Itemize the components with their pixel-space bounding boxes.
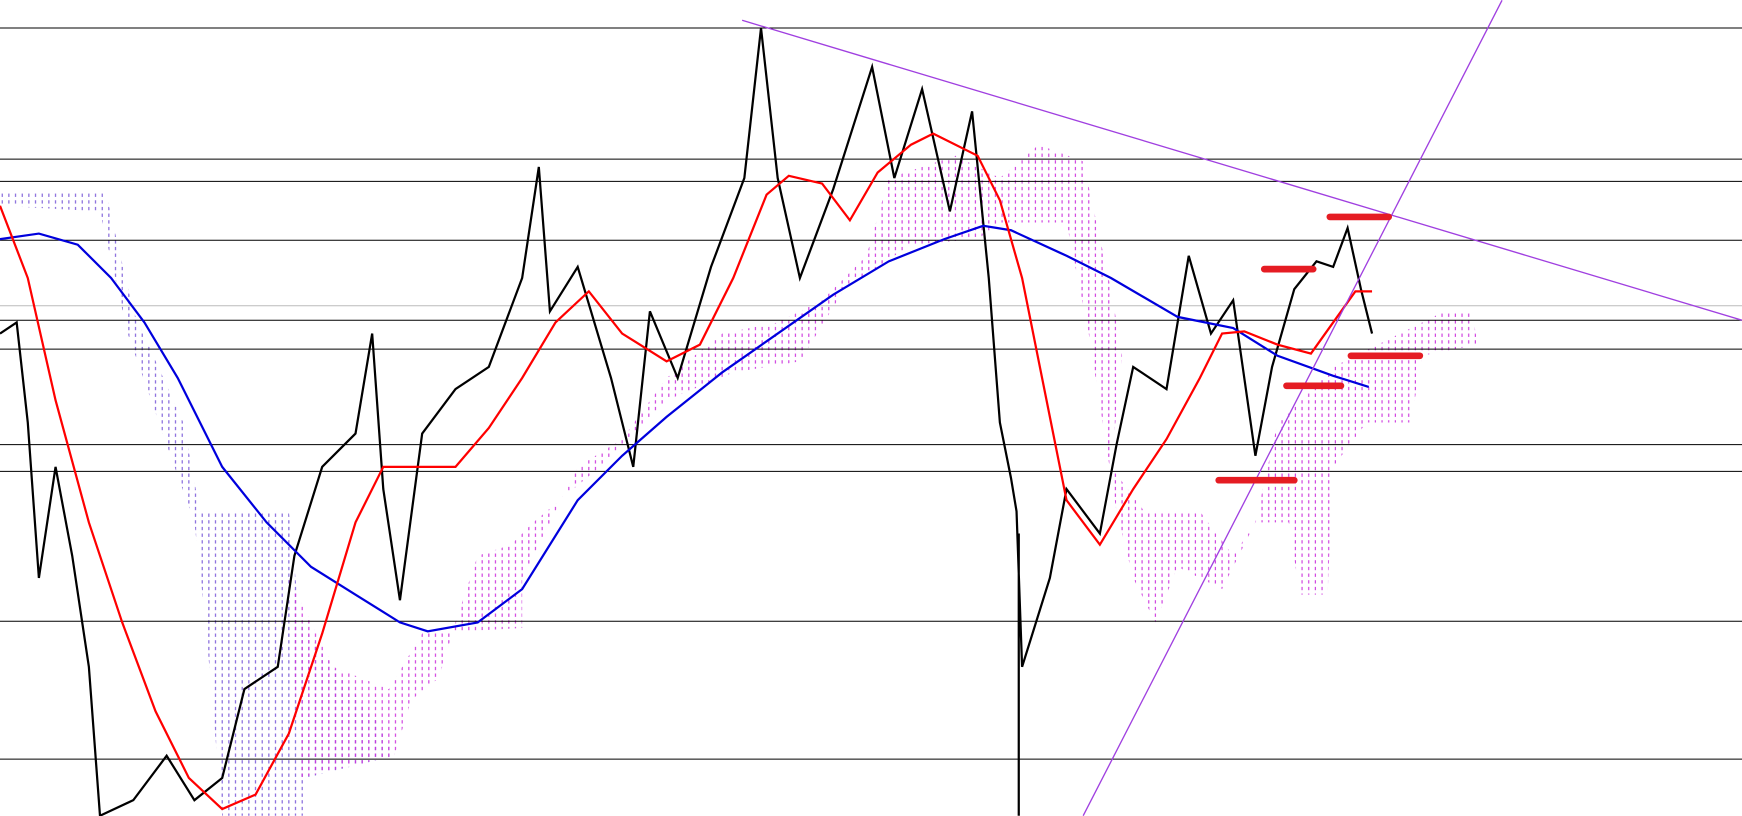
slow-moving-average [0, 224, 1370, 633]
trendline [741, 19, 1742, 321]
trendline [1082, 0, 1503, 816]
fast-moving-average [0, 132, 1373, 811]
markers [1215, 213, 1424, 484]
levels [0, 27, 1742, 760]
trendlines [741, 0, 1742, 816]
cloud [0, 144, 1478, 816]
price-line [0, 27, 1374, 816]
cloud-area [288, 144, 1478, 778]
